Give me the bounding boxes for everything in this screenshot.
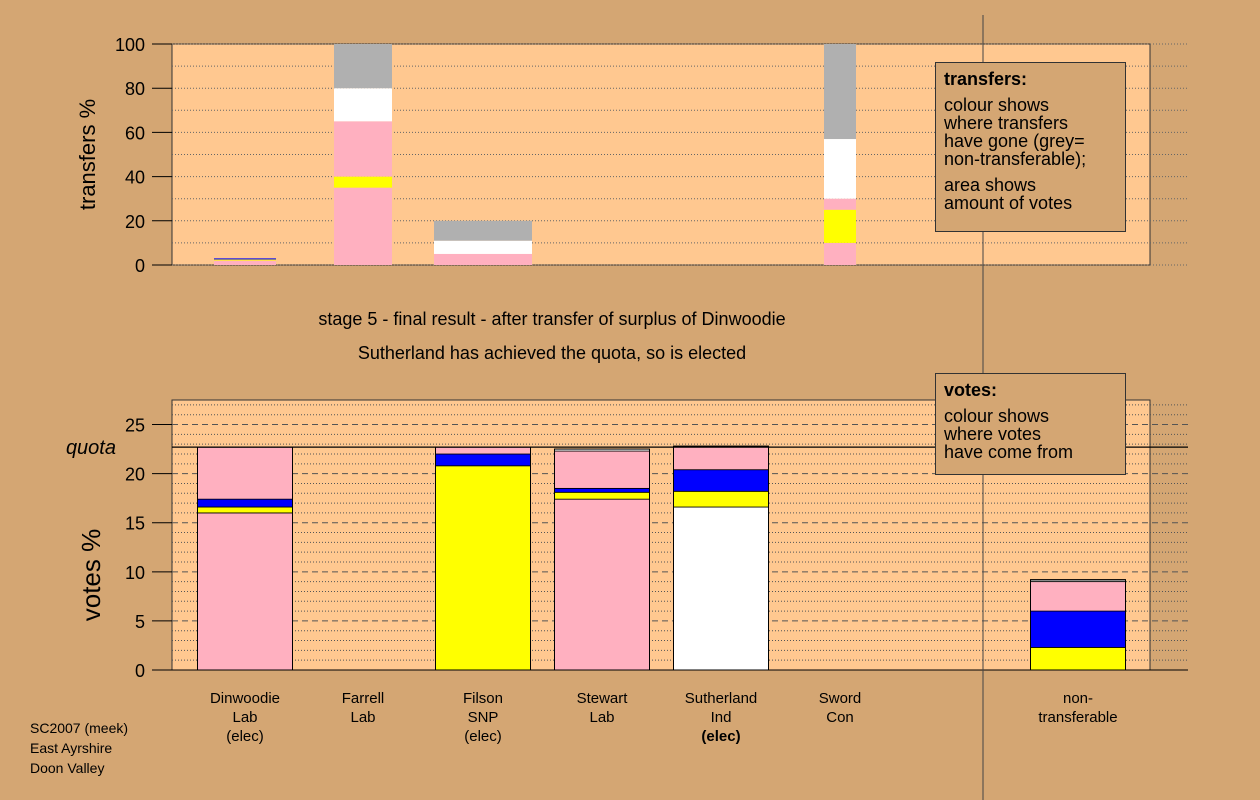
votes-legend: votes: colour shows where votes have com… (935, 373, 1126, 475)
votes-bar-segment (673, 445, 769, 471)
transfers-bar-segment (434, 240, 532, 254)
transfers-legend-title: transfers: (944, 69, 1028, 89)
votes-bar-segment (554, 450, 650, 489)
votes-bar-segment (554, 491, 650, 500)
candidate-label: Con (826, 709, 854, 726)
votes-bar-segment (673, 469, 769, 492)
transfers-bar-segment (214, 259, 276, 261)
transfers-bar-segment (824, 209, 856, 243)
votes-y-tick-label: 0 (135, 661, 145, 681)
votes-bar-segment (554, 487, 650, 493)
candidate-label: transferable (1038, 709, 1117, 726)
votes-bar-segment (435, 446, 531, 455)
candidate-label: (elec) (701, 728, 740, 745)
votes-y-tick-label: 25 (125, 416, 145, 436)
footer-method: SC2007 (meek) (30, 720, 129, 736)
votes-y-axis-label: votes % (76, 529, 106, 622)
votes-bar-segment (435, 465, 531, 671)
votes-bar-segment (673, 506, 769, 671)
votes-bar-segment (554, 498, 650, 671)
votes-bar-segment (197, 498, 293, 508)
transfers-legend-line: amount of votes (944, 193, 1073, 213)
candidate-label: Ind (711, 709, 732, 726)
transfers-legend-line: colour shows (944, 95, 1050, 115)
votes-bar-segment (197, 506, 293, 514)
transfers-bar-segment (334, 176, 392, 188)
transfers-legend-line: have gone (grey= (944, 131, 1085, 151)
transfers-bar-segment (824, 139, 856, 199)
footer-ward: Doon Valley (30, 760, 105, 776)
votes-bar-segment (1030, 647, 1126, 671)
candidate-label: Stewart (577, 690, 629, 707)
candidate-label: (elec) (226, 728, 264, 745)
votes-legend-line: have come from (944, 442, 1074, 462)
transfers-legend: transfers: colour shows where transfers … (935, 62, 1126, 232)
transfers-bar-segment (334, 121, 392, 177)
stage-caption: stage 5 - final result - after transfer … (318, 309, 786, 329)
transfers-legend-line: where transfers (944, 113, 1069, 133)
transfers-y-tick-label: 80 (125, 79, 145, 99)
transfers-bar-segment (214, 258, 276, 260)
votes-y-tick-label: 10 (125, 563, 145, 583)
transfers-bar-segment (334, 187, 392, 265)
candidate-label: Sutherland (685, 690, 758, 707)
candidate-label: Lab (232, 709, 257, 726)
candidate-label: Sword (819, 690, 862, 707)
transfers-y-axis-label: transfers % (75, 99, 100, 210)
candidate-label: SNP (468, 709, 499, 726)
transfers-y-tick-label: 100 (115, 35, 145, 55)
votes-bar-segment (1030, 581, 1126, 612)
candidate-label: Lab (589, 709, 614, 726)
votes-y-tick-label: 5 (135, 612, 145, 632)
votes-y-tick-label: 15 (125, 514, 145, 534)
transfers-legend-line: non-transferable); (944, 149, 1087, 169)
votes-bar-segment (1030, 610, 1126, 648)
votes-bar-segment (435, 453, 531, 467)
transfers-y-tick-label: 60 (125, 123, 145, 143)
transfers-bar-segment (824, 198, 856, 210)
candidate-label: Lab (350, 709, 375, 726)
candidate-label: Farrell (342, 690, 385, 707)
transfers-bar-segment (434, 253, 532, 265)
votes-bar-outline (1030, 579, 1126, 671)
transfers-bar-segment (824, 44, 856, 140)
transfers-y-tick-label: 20 (125, 212, 145, 232)
votes-bar-segment (197, 446, 293, 500)
transfers-y-tick-label: 0 (135, 256, 145, 276)
votes-bar-segment (673, 490, 769, 508)
result-caption: Sutherland has achieved the quota, so is… (357, 343, 747, 363)
candidate-label: Filson (463, 690, 503, 707)
votes-bar-segment (197, 512, 293, 671)
transfers-bar-segment (334, 44, 392, 89)
votes-legend-title: votes: (944, 380, 998, 400)
transfers-bar-segment (214, 260, 276, 265)
transfers-bar-segment (824, 242, 856, 265)
candidate-label: non- (1063, 690, 1093, 707)
footer-council: East Ayrshire (30, 740, 113, 756)
candidate-label: (elec) (464, 728, 502, 745)
votes-legend-line: where votes (944, 424, 1042, 444)
votes-y-tick-label: 20 (125, 465, 145, 485)
transfers-bar-segment (334, 88, 392, 122)
votes-bar-outline (673, 445, 769, 671)
quota-label: quota (66, 437, 116, 459)
transfers-legend-line: area shows (944, 175, 1037, 195)
transfers-y-tick-label: 40 (125, 168, 145, 188)
votes-bar-outline (554, 448, 650, 671)
transfers-bar-segment (434, 220, 532, 241)
candidate-label: Dinwoodie (210, 690, 280, 707)
votes-legend-line: colour shows (944, 406, 1050, 426)
